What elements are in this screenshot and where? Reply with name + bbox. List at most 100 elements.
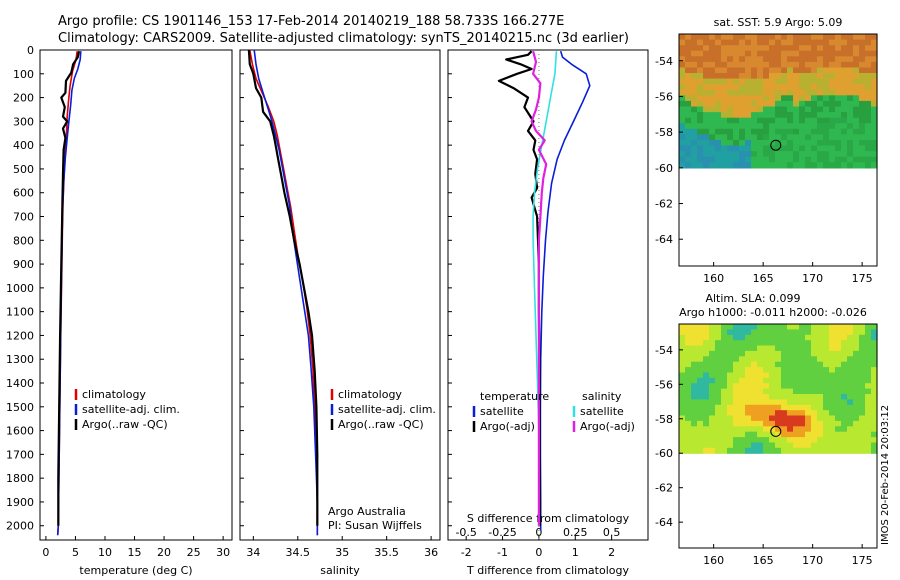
map-cell (691, 156, 698, 163)
map-cell (751, 95, 758, 102)
map-cell (745, 34, 752, 41)
map-cell (817, 383, 824, 390)
map-cell (739, 399, 746, 406)
map-cell (697, 162, 704, 169)
map-cell (763, 106, 770, 113)
map-cell (685, 56, 692, 63)
map-cell (679, 123, 686, 130)
map-cell (823, 383, 830, 390)
map-cell (757, 61, 764, 69)
map-cell (835, 45, 842, 52)
map-cell (745, 151, 752, 158)
map-cell (763, 67, 770, 74)
map-cell (781, 388, 788, 395)
map-cell (757, 447, 764, 454)
map-cell (727, 145, 734, 152)
map-cell (709, 89, 716, 96)
map-cell (805, 345, 812, 352)
map-cell (685, 394, 692, 400)
map-cell (859, 95, 866, 102)
map-cell (859, 50, 866, 57)
map-cell (847, 100, 854, 108)
map-cell (817, 67, 824, 74)
map-cell (769, 156, 776, 163)
map-cell (775, 394, 782, 400)
map-cell (739, 431, 746, 438)
map-cell (691, 426, 698, 433)
map-cell (769, 345, 776, 352)
map-cell (823, 437, 830, 444)
map-cell (847, 372, 854, 379)
map-cell (793, 383, 800, 390)
map-cell (865, 388, 872, 395)
map-cell (751, 437, 758, 444)
map-cell (709, 426, 716, 433)
map-cell (679, 394, 686, 400)
map-cell (781, 367, 788, 374)
map-cell (811, 89, 818, 96)
map-cell (691, 73, 698, 80)
map-cell (763, 162, 770, 169)
map-cell (679, 73, 686, 80)
map-cell (769, 383, 776, 390)
map-cell (823, 84, 830, 91)
map-cell (685, 45, 692, 52)
map-cell (679, 84, 686, 91)
map-cell (847, 426, 854, 433)
map-cell (829, 134, 836, 141)
map-cell (847, 67, 854, 74)
map-cell (859, 399, 866, 406)
map-cell (799, 117, 806, 124)
map-cell (793, 162, 800, 169)
map-cell (769, 388, 776, 395)
map-cell (793, 112, 800, 119)
map-cell (721, 329, 728, 336)
map-cell (703, 367, 710, 374)
map-cell (691, 123, 698, 130)
map-cell (763, 89, 770, 96)
map-cell (847, 73, 854, 80)
map-cell (841, 420, 848, 427)
map-cell (805, 61, 812, 69)
map-cell (715, 95, 722, 102)
map-cell (751, 151, 758, 158)
map-cell (823, 95, 830, 102)
map-cell (733, 67, 740, 74)
map-cell (871, 361, 878, 368)
map-cell (751, 128, 758, 135)
map-cell (799, 340, 806, 347)
map-cell (775, 56, 782, 63)
map-cell (757, 56, 764, 63)
map-cell (847, 404, 854, 411)
map-cell (685, 112, 692, 119)
map-cell (835, 162, 842, 169)
map-cell (715, 89, 722, 96)
map-cell (727, 67, 734, 74)
map-cell (685, 356, 692, 363)
map-cell (871, 350, 878, 357)
map-cell (829, 95, 836, 102)
map-cell (775, 134, 782, 141)
map-cell (793, 117, 800, 124)
map-cell (781, 361, 788, 368)
map-cell (865, 84, 872, 91)
map-cell (817, 410, 824, 417)
map-cell (865, 128, 872, 135)
map-cell (727, 345, 734, 352)
map-cell (817, 324, 824, 330)
map-cell (685, 134, 692, 141)
map-cell (721, 372, 728, 379)
map-cell (829, 117, 836, 124)
map-cell (721, 437, 728, 444)
map-cell (697, 61, 704, 69)
map-cell (751, 100, 758, 108)
map-cell (733, 388, 740, 395)
map-cell (787, 34, 794, 41)
map-cell (865, 372, 872, 379)
map-cell (727, 367, 734, 374)
map-cell (757, 128, 764, 135)
map-cell (697, 39, 704, 46)
map-cell (697, 410, 704, 417)
map-cell (721, 426, 728, 433)
map-cell (745, 156, 752, 163)
